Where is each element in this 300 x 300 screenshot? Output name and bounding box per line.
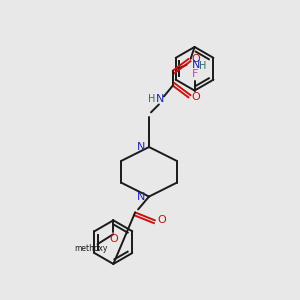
Text: O: O	[158, 215, 166, 225]
Text: O: O	[191, 54, 200, 64]
Text: H: H	[199, 61, 206, 71]
Text: F: F	[191, 69, 198, 79]
Text: methoxy: methoxy	[74, 244, 107, 253]
Text: O: O	[109, 234, 118, 244]
Text: N: N	[191, 60, 200, 70]
Text: O: O	[191, 92, 200, 103]
Text: H: H	[148, 94, 156, 104]
Text: N: N	[137, 192, 145, 202]
Text: N: N	[156, 94, 164, 104]
Text: N: N	[137, 142, 145, 152]
